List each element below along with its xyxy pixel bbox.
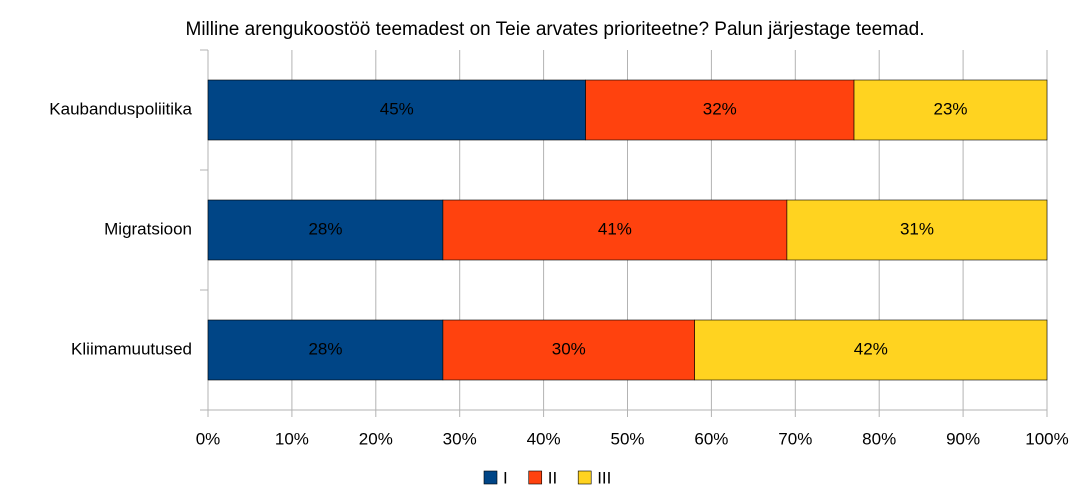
- legend-swatch: [528, 470, 543, 485]
- y-tick-label: Migratsioon: [104, 219, 192, 238]
- bar-segment: [207, 199, 444, 261]
- y-tick-label: Kaubanduspoliitika: [49, 99, 192, 118]
- legend-label: II: [548, 468, 557, 487]
- legend-label: I: [503, 468, 508, 487]
- bar-segment: [786, 199, 1048, 261]
- x-tick-label: 50%: [610, 429, 644, 448]
- data-label: 28%: [308, 219, 342, 238]
- legend-swatch: [577, 470, 592, 485]
- x-tick-label: 10%: [275, 429, 309, 448]
- x-tick-label: 40%: [527, 429, 561, 448]
- data-label: 31%: [900, 219, 934, 238]
- data-label: 30%: [552, 339, 586, 358]
- legend-swatch: [483, 470, 498, 485]
- x-tick-label: 90%: [946, 429, 980, 448]
- legend-label: III: [597, 468, 611, 487]
- x-tick-label: 20%: [359, 429, 393, 448]
- data-label: 32%: [703, 99, 737, 118]
- bar-segment: [207, 319, 444, 381]
- x-tick-label: 30%: [443, 429, 477, 448]
- bar-segment: [442, 199, 788, 261]
- data-label: 28%: [308, 339, 342, 358]
- x-tick-label: 60%: [694, 429, 728, 448]
- x-tick-label: 70%: [778, 429, 812, 448]
- x-tick-label: 80%: [862, 429, 896, 448]
- data-label: 41%: [598, 219, 632, 238]
- data-label: 42%: [854, 339, 888, 358]
- bar-segment: [207, 79, 586, 141]
- bar-segment: [585, 79, 855, 141]
- chart-title: Milline arengukoostöö teemadest on Teie …: [186, 19, 925, 40]
- data-label: 45%: [380, 99, 414, 118]
- data-label: 23%: [933, 99, 967, 118]
- bar-segment: [853, 79, 1048, 141]
- bar-segment: [694, 319, 1048, 381]
- y-tick-label: Kliimamuutused: [71, 339, 192, 358]
- x-tick-label: 0%: [196, 429, 221, 448]
- x-tick-label: 100%: [1025, 429, 1068, 448]
- bar-segment: [442, 319, 695, 381]
